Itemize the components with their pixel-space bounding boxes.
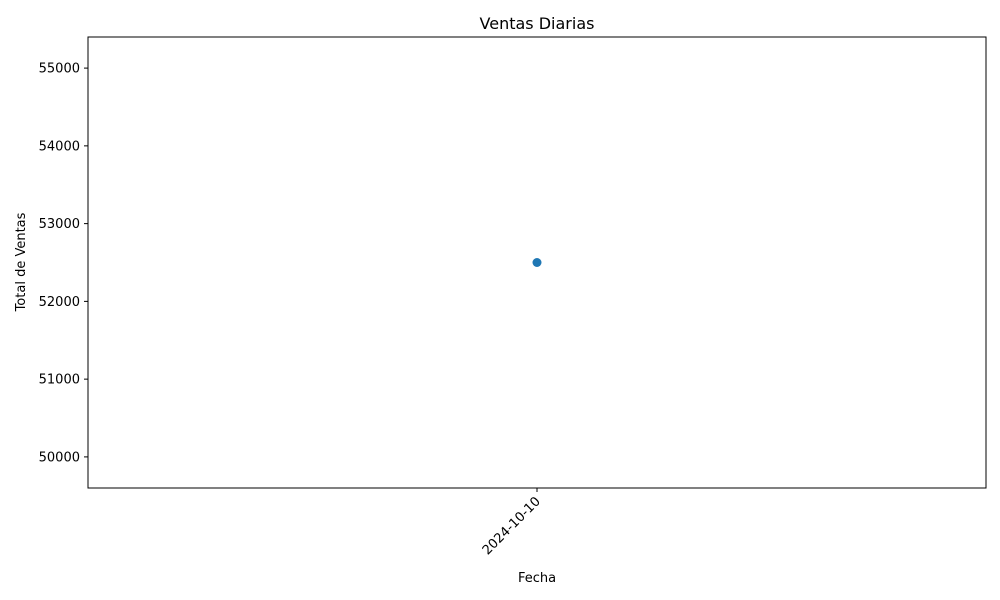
y-tick-label: 55000 [39, 62, 80, 77]
data-point [532, 258, 542, 267]
y-tick-label: 54000 [39, 139, 80, 154]
x-axis-label: Fecha [518, 571, 556, 586]
y-tick-label: 53000 [39, 217, 80, 232]
y-axis-ticks: 50000 51000 52000 53000 54000 55000 [39, 62, 88, 465]
chart-title: Ventas Diarias [480, 14, 595, 33]
y-axis-label: Total de Ventas [14, 212, 29, 312]
y-tick-label: 52000 [39, 295, 80, 310]
y-tick-label: 51000 [39, 373, 80, 388]
data-points [532, 258, 542, 267]
y-tick-label: 50000 [39, 450, 80, 465]
